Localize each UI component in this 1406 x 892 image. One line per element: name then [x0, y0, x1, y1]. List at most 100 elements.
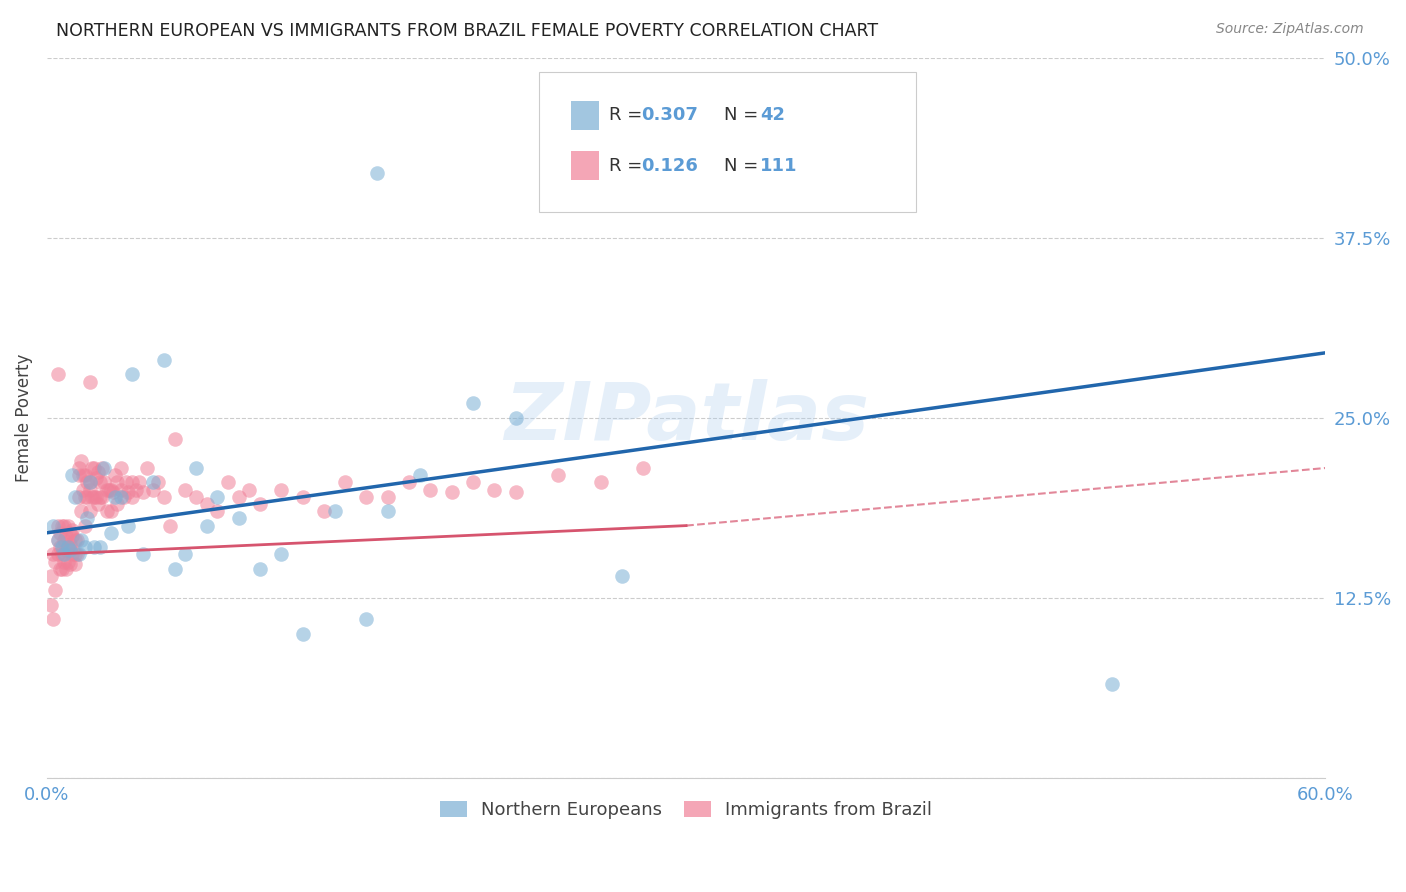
Point: [419, 483, 441, 497]
Point: [52, 548, 75, 562]
Point: [79, 483, 101, 497]
Point: [589, 475, 612, 490]
Point: [100, 483, 122, 497]
Point: [1101, 677, 1123, 691]
Point: [51, 562, 73, 576]
Text: NORTHERN EUROPEAN VS IMMIGRANTS FROM BRAZIL FEMALE POVERTY CORRELATION CHART: NORTHERN EUROPEAN VS IMMIGRANTS FROM BRA…: [56, 22, 879, 40]
Point: [121, 490, 143, 504]
Point: [207, 490, 229, 504]
Point: [79, 375, 101, 389]
Point: [46, 533, 69, 547]
Text: 0.126: 0.126: [641, 157, 699, 175]
Point: [110, 490, 132, 504]
Point: [46, 548, 69, 562]
Point: [91, 461, 114, 475]
Point: [128, 475, 150, 490]
Point: [59, 543, 82, 558]
Point: [76, 475, 98, 490]
Point: [195, 497, 218, 511]
Text: 42: 42: [761, 106, 785, 124]
Point: [52, 533, 75, 547]
Point: [125, 483, 148, 497]
Point: [132, 548, 155, 562]
Point: [46, 368, 69, 382]
Point: [96, 504, 118, 518]
Point: [89, 490, 111, 504]
Point: [84, 490, 107, 504]
Point: [505, 485, 527, 500]
Point: [163, 562, 186, 576]
Text: R =: R =: [609, 106, 648, 124]
Point: [153, 353, 176, 368]
Point: [89, 540, 111, 554]
Point: [195, 518, 218, 533]
Point: [93, 475, 115, 490]
Point: [67, 468, 90, 483]
Point: [91, 490, 114, 504]
Point: [51, 518, 73, 533]
Point: [174, 483, 197, 497]
Point: [39, 569, 62, 583]
Point: [132, 485, 155, 500]
Point: [66, 533, 89, 547]
Point: [51, 540, 73, 554]
Point: [62, 529, 84, 543]
Point: [112, 490, 135, 504]
Point: [356, 490, 378, 504]
Point: [79, 504, 101, 518]
Point: [174, 548, 197, 562]
Point: [184, 490, 207, 504]
Point: [461, 396, 484, 410]
Point: [136, 461, 159, 475]
Point: [63, 490, 86, 504]
Point: [72, 483, 94, 497]
Point: [323, 504, 346, 518]
Point: [66, 548, 89, 562]
Text: R =: R =: [609, 157, 648, 175]
Point: [67, 548, 90, 562]
Point: [83, 490, 105, 504]
Text: N =: N =: [724, 106, 765, 124]
Point: [75, 518, 97, 533]
Point: [105, 497, 128, 511]
Point: [121, 368, 143, 382]
Point: [89, 475, 111, 490]
Point: [67, 461, 90, 475]
Point: [101, 485, 124, 500]
Point: [62, 468, 84, 483]
Text: 0.307: 0.307: [641, 106, 699, 124]
Point: [105, 475, 128, 490]
Point: [70, 504, 93, 518]
Point: [110, 483, 132, 497]
Point: [163, 432, 186, 446]
Point: [63, 548, 86, 562]
Point: [228, 511, 250, 525]
Point: [59, 537, 82, 551]
Point: [440, 485, 463, 500]
Point: [249, 497, 271, 511]
Point: [356, 612, 378, 626]
Text: 111: 111: [761, 157, 797, 175]
Point: [84, 471, 107, 485]
Point: [79, 475, 101, 490]
Point: [142, 475, 165, 490]
Point: [633, 461, 655, 475]
Point: [270, 483, 292, 497]
Point: [117, 485, 139, 500]
Point: [63, 533, 86, 547]
Point: [153, 490, 176, 504]
Point: [505, 410, 527, 425]
Point: [104, 490, 127, 504]
Point: [55, 529, 77, 543]
Point: [75, 468, 97, 483]
Bar: [571, 152, 599, 180]
Point: [207, 504, 229, 518]
Point: [409, 468, 432, 483]
Point: [80, 461, 103, 475]
Point: [104, 468, 127, 483]
Point: [46, 533, 69, 547]
Point: [59, 525, 82, 540]
Point: [117, 518, 139, 533]
FancyBboxPatch shape: [538, 72, 917, 212]
Point: [76, 511, 98, 525]
